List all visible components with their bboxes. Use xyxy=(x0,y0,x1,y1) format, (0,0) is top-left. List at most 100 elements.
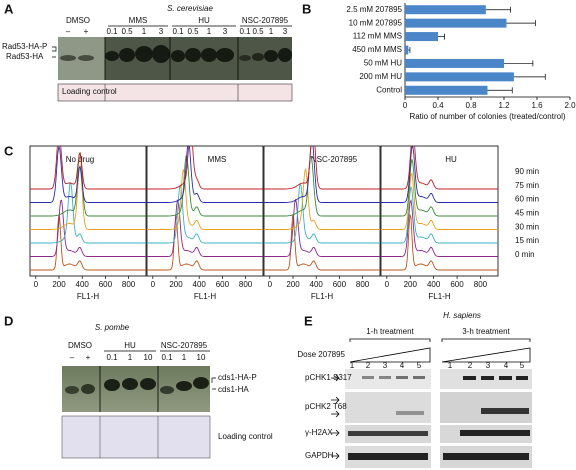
histograms xyxy=(381,146,498,271)
histogram-curve xyxy=(30,214,146,271)
error-bar xyxy=(438,33,445,40)
x-tick-label: 400 xyxy=(310,280,324,289)
histogram-curve xyxy=(30,165,146,230)
histogram-curve xyxy=(30,146,146,203)
time-label: 15 min xyxy=(515,236,539,245)
histogram-curve xyxy=(147,146,263,203)
x-axis-title: FL1-H xyxy=(311,292,333,301)
lane-label: 0.5 xyxy=(121,27,133,36)
lane-label: – xyxy=(66,27,71,36)
x-tick-label: 600 xyxy=(216,280,230,289)
lane-label: 3 xyxy=(159,27,164,36)
condition-label: HU xyxy=(445,155,457,164)
bar xyxy=(405,5,486,15)
panel-label: A xyxy=(4,1,14,16)
x-tick-label: 0 xyxy=(34,280,39,289)
group-label: NSC-207895 xyxy=(161,341,208,350)
lane-label: 1 xyxy=(182,353,187,362)
histogram-curve xyxy=(264,146,380,190)
row-label: GAPDH xyxy=(305,451,334,460)
x-tick-label: 0.8 xyxy=(465,101,477,110)
condition-label: NSC-207895 xyxy=(311,155,358,164)
histogram-curve xyxy=(381,159,498,217)
x-tick-label: 600 xyxy=(450,280,464,289)
time-label: 75 min xyxy=(515,181,539,190)
panel-label: B xyxy=(302,1,311,16)
loading-label: Loading control xyxy=(218,432,273,441)
lane-label: 3 xyxy=(223,27,228,36)
x-axis-title: FL1-H xyxy=(77,292,99,301)
histogram-curve xyxy=(30,146,146,190)
x-tick-label: 0 xyxy=(403,101,408,110)
error-bar xyxy=(408,47,411,53)
lane-label: 0.5 xyxy=(252,27,264,36)
histograms xyxy=(264,146,380,271)
group-label: DMSO xyxy=(66,16,90,25)
band-label: Rad53-HA-P xyxy=(2,42,47,51)
blot-d xyxy=(61,366,216,459)
lane-label: 1 xyxy=(350,361,355,370)
histogram-curve xyxy=(30,199,146,257)
organism: S. cerevisiae xyxy=(167,4,213,13)
lane-label: 3 xyxy=(486,361,491,370)
band-label: cds1-HA-P xyxy=(218,373,257,382)
error-bar xyxy=(487,87,513,94)
lane-label: 3 xyxy=(283,27,288,36)
organism: H. sapiens xyxy=(443,311,481,320)
frame xyxy=(380,145,499,277)
lane-label: 1 xyxy=(207,27,212,36)
histogram-curve xyxy=(381,172,498,230)
x-tick-label: 1.2 xyxy=(498,101,510,110)
treatment-label: 3-h treatment xyxy=(462,327,510,336)
time-label: 0 min xyxy=(515,250,535,259)
y-tick-label: 10 mM 207895 xyxy=(349,18,403,27)
histogram-curve xyxy=(264,156,380,217)
lane-label: 4 xyxy=(400,361,405,370)
histogram-curve xyxy=(381,146,498,190)
x-tick-label: 400 xyxy=(193,280,207,289)
x-tick-label: 600 xyxy=(99,280,113,289)
x-axis-title: FL1-H xyxy=(428,292,450,301)
blot-a xyxy=(52,37,293,102)
histogram-curve xyxy=(30,152,146,217)
x-tick-label: 0 xyxy=(151,280,156,289)
group-label: DMSO xyxy=(68,341,92,350)
lane-label: + xyxy=(86,353,91,362)
histogram-curve xyxy=(264,182,380,244)
group-label: NSC-207895 xyxy=(242,16,289,25)
lane-label: 2 xyxy=(468,361,473,370)
bar xyxy=(405,58,504,68)
x-tick-label: 600 xyxy=(333,280,347,289)
y-tick-label: 112 mM MMS xyxy=(353,32,402,41)
x-tick-label: 800 xyxy=(474,280,488,289)
bar xyxy=(405,72,514,82)
organism: S. pombe xyxy=(95,323,130,332)
lane-label: 0.1 xyxy=(161,353,173,362)
dose-label: Dose 207895 xyxy=(297,350,345,359)
lane-label: 1 xyxy=(142,27,147,36)
x-tick-label: 800 xyxy=(122,280,136,289)
error-bar xyxy=(513,73,546,80)
group-label: HU xyxy=(124,341,136,350)
lane-label: 1 xyxy=(448,361,453,370)
lane-label: 10 xyxy=(144,353,153,362)
panel-label: D xyxy=(4,313,13,328)
histogram-curve xyxy=(147,169,263,230)
lane-label: 0.1 xyxy=(239,27,251,36)
frame xyxy=(263,145,381,277)
lane-label: 5 xyxy=(417,361,422,370)
bar xyxy=(405,18,507,28)
lane-label: 0.1 xyxy=(172,27,184,36)
band-label: cds1-HA xyxy=(218,385,249,394)
x-tick-label: 400 xyxy=(427,280,441,289)
lane-label: 0.1 xyxy=(106,353,118,362)
bar xyxy=(405,45,409,55)
error-bar xyxy=(506,20,536,27)
x-axis-title: Ratio of number of colonies (treated/con… xyxy=(409,112,565,121)
lane-label: 3 xyxy=(383,361,388,370)
histogram-curve xyxy=(381,214,498,271)
x-tick-label: 800 xyxy=(239,280,253,289)
x-axis-title: FL1-H xyxy=(194,292,216,301)
bar xyxy=(405,32,438,42)
x-tick-label: 0 xyxy=(385,280,390,289)
